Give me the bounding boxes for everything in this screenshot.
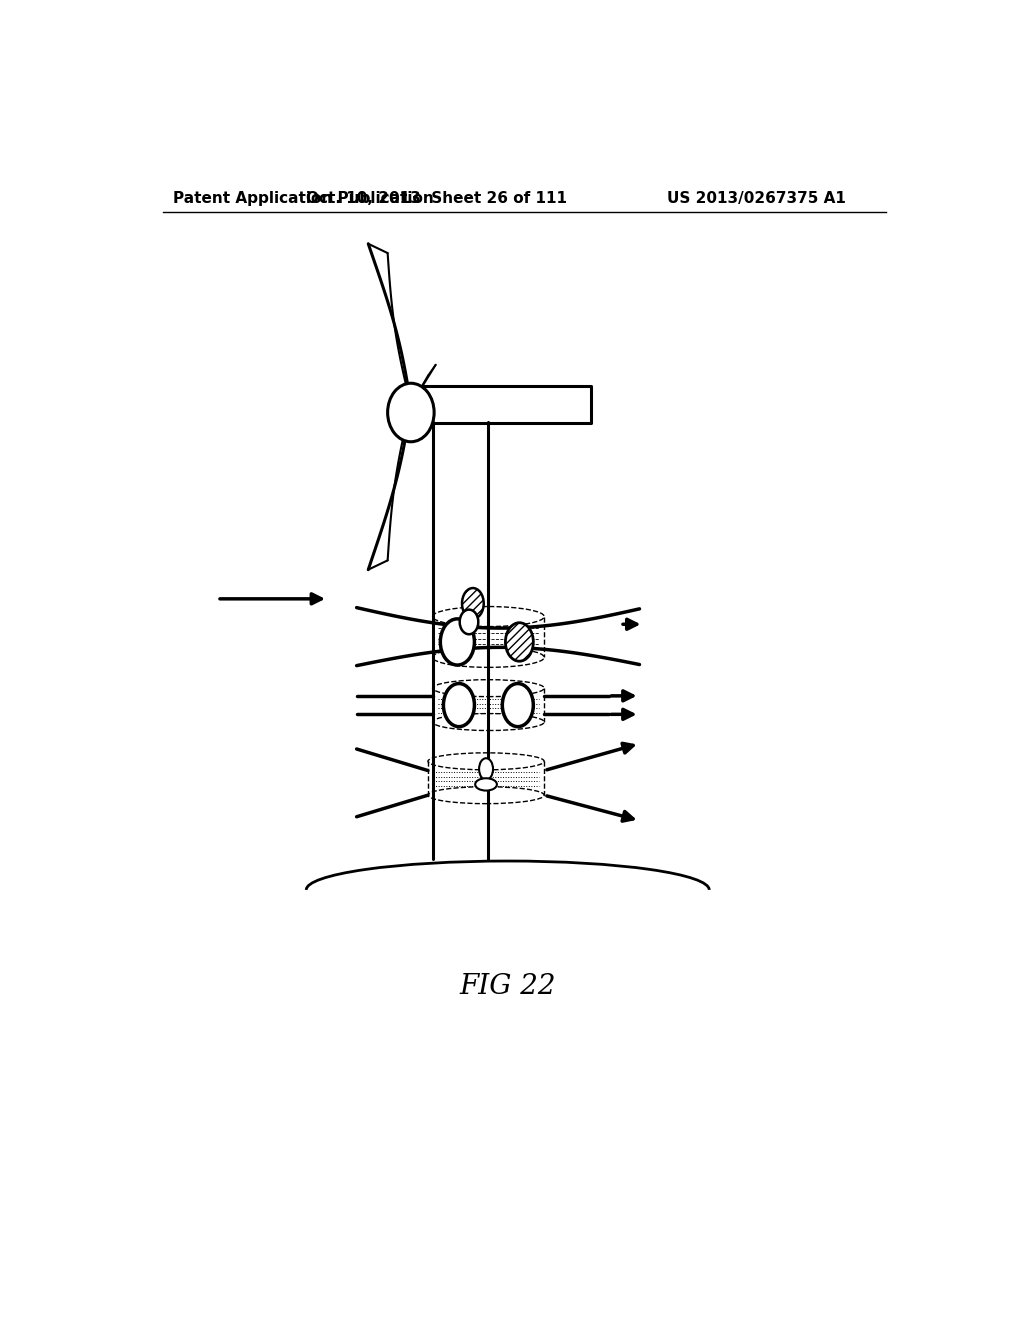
Text: US 2013/0267375 A1: US 2013/0267375 A1 xyxy=(668,191,846,206)
Ellipse shape xyxy=(460,610,478,635)
Text: Oct. 10, 2013  Sheet 26 of 111: Oct. 10, 2013 Sheet 26 of 111 xyxy=(306,191,567,206)
Ellipse shape xyxy=(503,684,534,726)
Text: FIG 22: FIG 22 xyxy=(460,973,556,999)
Ellipse shape xyxy=(475,779,497,791)
Ellipse shape xyxy=(443,684,474,726)
Ellipse shape xyxy=(462,589,483,619)
Ellipse shape xyxy=(479,758,493,780)
Ellipse shape xyxy=(506,623,534,661)
Text: Patent Application Publication: Patent Application Publication xyxy=(173,191,434,206)
Ellipse shape xyxy=(388,383,434,442)
Ellipse shape xyxy=(440,619,474,665)
